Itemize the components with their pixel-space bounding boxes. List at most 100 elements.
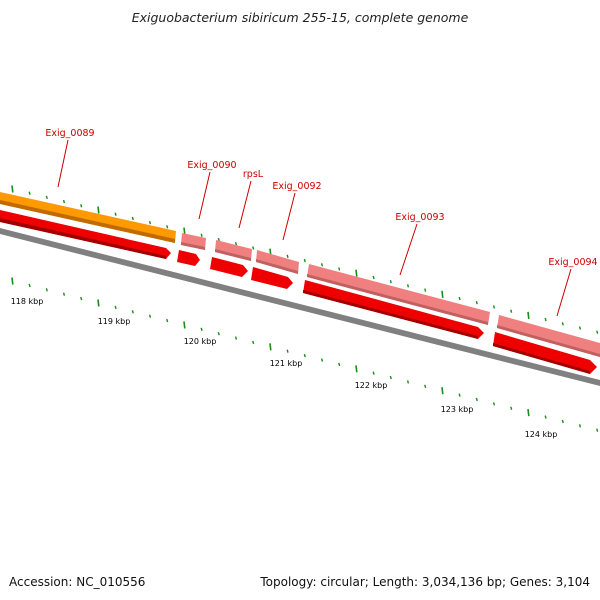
scale-minor-tick bbox=[45, 288, 48, 292]
label-exig-0093[interactable]: Exig_0093 bbox=[395, 212, 444, 223]
scale-minor-tick bbox=[389, 375, 392, 380]
scale-label-119: 119 kbp bbox=[98, 317, 131, 326]
scale-label-124: 124 kbp bbox=[525, 430, 558, 439]
scale-minor-tick bbox=[578, 424, 582, 428]
leader-exig-0092 bbox=[282, 192, 296, 241]
gene-arrow-6-shade bbox=[493, 343, 590, 374]
gene-exig-0092-pink[interactable] bbox=[256, 250, 299, 274]
genome-summary-text: Topology: circular; Length: 3,034,136 bp… bbox=[259, 575, 590, 589]
gene-exig-0093-pink[interactable] bbox=[307, 264, 490, 325]
scale-minor-tick bbox=[286, 349, 289, 353]
gene-exig-0093-pink-shade bbox=[307, 274, 488, 325]
outer-minor-tick bbox=[389, 279, 392, 284]
gene-exig-0094-pink[interactable] bbox=[497, 315, 600, 357]
gene-arrow-4[interactable] bbox=[251, 267, 293, 289]
outer-major-tick bbox=[97, 206, 100, 214]
outer-major-tick bbox=[11, 185, 14, 193]
outer-major-tick bbox=[441, 290, 444, 298]
gene-arrow-5[interactable] bbox=[303, 280, 484, 339]
scale-minor-tick bbox=[475, 397, 478, 402]
gene-arrow-2[interactable] bbox=[177, 250, 200, 266]
outer-minor-tick bbox=[217, 237, 220, 242]
gene-rpsl-pink-shade bbox=[215, 249, 251, 261]
outer-tick-row bbox=[11, 185, 599, 334]
genome-backbone bbox=[0, 228, 600, 386]
gene-exig-0089[interactable] bbox=[0, 192, 176, 243]
outer-minor-tick bbox=[458, 296, 461, 301]
outer-minor-tick bbox=[561, 322, 564, 326]
scale-minor-tick bbox=[303, 353, 306, 358]
outer-minor-tick bbox=[492, 305, 496, 309]
outer-minor-tick bbox=[510, 309, 513, 313]
scale-major-tick bbox=[441, 387, 444, 395]
scale-minor-tick bbox=[200, 327, 203, 331]
outer-major-tick bbox=[355, 269, 358, 277]
leader-exig-0089 bbox=[57, 139, 69, 188]
outer-minor-tick bbox=[28, 191, 31, 195]
pink-gene-track bbox=[181, 233, 600, 357]
scale-minor-tick bbox=[114, 305, 117, 310]
scale-minor-tick bbox=[596, 428, 599, 432]
scale-major-tick bbox=[269, 343, 272, 351]
scale-minor-tick bbox=[28, 283, 31, 288]
scale-label-118: 118 kbp bbox=[11, 297, 44, 306]
scale-minor-tick bbox=[492, 402, 496, 406]
scale-minor-tick bbox=[510, 406, 513, 410]
scale-minor-tick bbox=[372, 371, 375, 375]
scale-labels: 118 kbp 119 kbp 120 kbp 121 kbp 122 kbp … bbox=[11, 297, 558, 439]
scale-minor-tick bbox=[544, 415, 547, 419]
outer-major-tick bbox=[527, 311, 530, 319]
red-gene-track bbox=[0, 210, 597, 374]
scale-minor-tick bbox=[62, 292, 66, 296]
scale-label-120: 120 kbp bbox=[184, 337, 217, 346]
scale-minor-tick bbox=[148, 314, 152, 318]
outer-minor-tick bbox=[372, 275, 375, 280]
gene-labels: Exig_0089 Exig_0090 rpsL Exig_0092 Exig_… bbox=[45, 128, 598, 317]
outer-minor-tick bbox=[338, 267, 341, 271]
backbone-line bbox=[0, 228, 600, 386]
leader-exig-0093 bbox=[399, 223, 418, 276]
outer-minor-tick bbox=[234, 242, 238, 246]
scale-major-tick bbox=[355, 365, 358, 373]
scale-major-tick bbox=[97, 299, 100, 307]
outer-minor-tick bbox=[303, 258, 306, 263]
outer-major-tick bbox=[183, 227, 186, 235]
scale-minor-tick bbox=[80, 296, 83, 301]
scale-major-tick bbox=[527, 409, 530, 417]
gene-bar-orange-shade bbox=[0, 200, 175, 243]
outer-minor-tick bbox=[475, 301, 478, 305]
label-exig-0094[interactable]: Exig_0094 bbox=[548, 257, 597, 268]
outer-minor-tick bbox=[424, 288, 427, 292]
outer-minor-tick bbox=[114, 212, 117, 216]
scale-label-122: 122 kbp bbox=[355, 381, 388, 390]
accession-text: Accession: NC_010556 bbox=[9, 575, 145, 589]
label-exig-0090[interactable]: Exig_0090 bbox=[187, 160, 236, 171]
map-title: Exiguobacterium sibiricum 255-15, comple… bbox=[132, 10, 469, 25]
outer-minor-tick bbox=[45, 195, 48, 200]
scale-major-tick bbox=[11, 277, 14, 285]
scale-minor-tick bbox=[217, 332, 220, 336]
label-exig-0089[interactable]: Exig_0089 bbox=[45, 128, 94, 139]
gene-arrow-6[interactable] bbox=[493, 332, 597, 374]
leader-exig-0094 bbox=[556, 268, 572, 317]
outer-minor-tick bbox=[286, 254, 289, 259]
scale-minor-tick bbox=[252, 340, 255, 345]
leader-rpsl bbox=[238, 180, 252, 229]
outer-minor-tick bbox=[80, 204, 83, 208]
scale-minor-tick bbox=[320, 358, 324, 362]
gene-exig-0090-pink-shade bbox=[181, 242, 205, 250]
scale-tick-row bbox=[11, 277, 599, 432]
outer-minor-tick bbox=[148, 220, 152, 225]
gene-arrow-1-shade bbox=[0, 218, 166, 259]
gene-arrow-3[interactable] bbox=[210, 257, 248, 277]
gene-exig-0092-pink-shade bbox=[256, 259, 298, 274]
label-exig-0092[interactable]: Exig_0092 bbox=[272, 181, 321, 192]
gene-arrow-1[interactable] bbox=[0, 210, 171, 259]
outer-minor-tick bbox=[544, 317, 547, 322]
scale-minor-tick bbox=[338, 362, 341, 367]
outer-minor-tick bbox=[166, 225, 169, 229]
label-rpsl[interactable]: rpsL bbox=[243, 169, 264, 180]
outer-minor-tick bbox=[200, 233, 203, 237]
gene-rpsl-pink[interactable] bbox=[215, 240, 252, 261]
